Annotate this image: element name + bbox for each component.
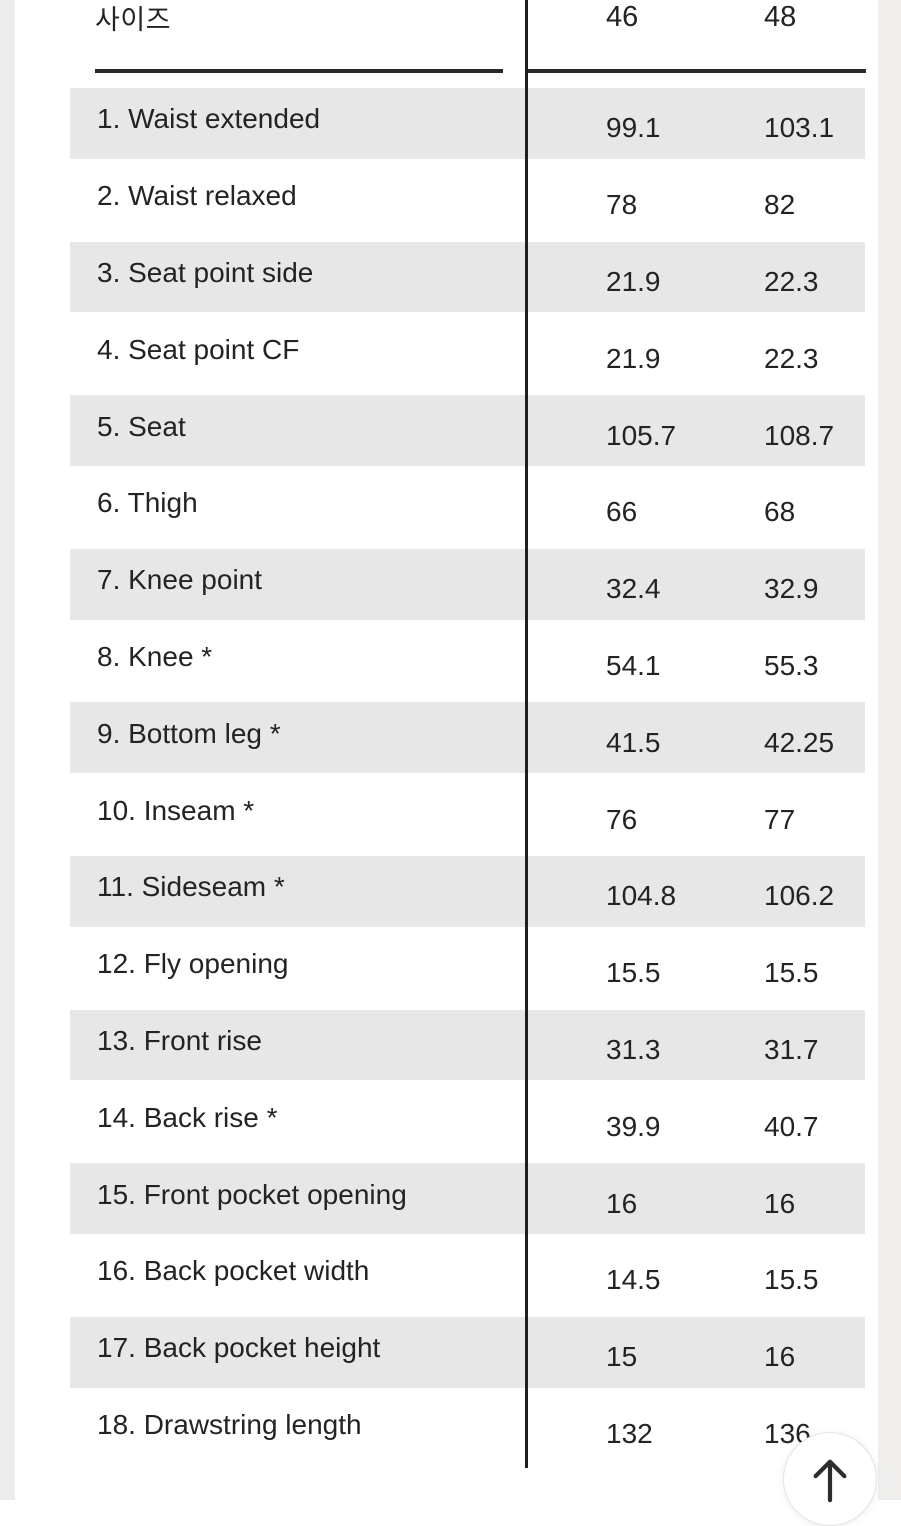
row-label: 13. Front rise — [97, 1024, 262, 1056]
row-value-size48: 103.1 — [764, 112, 835, 144]
row-value-size46: 31.3 — [606, 1033, 661, 1065]
table-row: 15. Front pocket opening 16 16 — [15, 1160, 878, 1237]
row-label: 16. Back pocket width — [97, 1255, 370, 1287]
row-value-size48: 77 — [764, 803, 796, 835]
table-row: 10. Inseam * 76 77 — [15, 776, 878, 853]
table-row: 11. Sideseam * 104.8 106.2 — [15, 853, 878, 930]
table-row: 2. Waist relaxed 78 82 — [15, 162, 878, 239]
row-label: 8. Knee * — [97, 640, 213, 672]
row-label: 11. Sideseam * — [97, 871, 285, 903]
table-row: 12. Fly opening 15.5 15.5 — [15, 930, 878, 1007]
table-row: 3. Seat point side 21.9 22.3 — [15, 239, 878, 316]
row-value-size46: 99.1 — [606, 112, 661, 144]
row-value-size48: 108.7 — [764, 419, 835, 451]
row-value-size46: 54.1 — [606, 649, 661, 681]
row-label: 7. Knee point — [97, 564, 263, 596]
row-label: 10. Inseam * — [97, 794, 255, 826]
row-label: 17. Back pocket height — [97, 1332, 381, 1364]
row-value-size48: 55.3 — [764, 649, 819, 681]
row-label: 1. Waist extended — [97, 103, 321, 135]
row-label: 5. Seat — [97, 410, 186, 442]
table-row: 13. Front rise 31.3 31.7 — [15, 1007, 878, 1084]
row-value-size48: 42.25 — [764, 726, 835, 758]
row-value-size48: 16 — [764, 1187, 796, 1219]
row-value-size48: 68 — [764, 496, 796, 528]
row-value-size48: 22.3 — [764, 265, 819, 297]
up-arrow-icon — [813, 1459, 847, 1503]
column-divider-line — [525, 0, 528, 1468]
row-value-size46: 132 — [606, 1417, 653, 1449]
row-label: 15. Front pocket opening — [97, 1178, 407, 1210]
row-value-size48: 40.7 — [764, 1110, 819, 1142]
row-value-size46: 76 — [606, 803, 638, 835]
scroll-to-top-button[interactable] — [783, 1432, 877, 1526]
row-label: 6. Thigh — [97, 487, 198, 519]
row-value-size46: 66 — [606, 496, 638, 528]
row-label: 9. Bottom leg * — [97, 717, 281, 749]
row-label: 12. Fly opening — [97, 948, 289, 980]
row-value-size46: 104.8 — [606, 880, 677, 912]
row-label: 2. Waist relaxed — [97, 180, 297, 212]
table-row: 16. Back pocket width 14.5 15.5 — [15, 1237, 878, 1314]
size-header-label: 사이즈 — [95, 5, 172, 35]
row-value-size46: 21.9 — [606, 342, 661, 374]
row-value-size46: 41.5 — [606, 726, 661, 758]
row-value-size48: 15.5 — [764, 1264, 819, 1296]
row-value-size46: 78 — [606, 189, 638, 221]
table-row: 7. Knee point 32.4 32.9 — [15, 546, 878, 623]
table-row: 8. Knee * 54.1 55.3 — [15, 623, 878, 700]
table-row: 18. Drawstring length 132 136 — [15, 1391, 878, 1468]
table-row: 5. Seat 105.7 108.7 — [15, 392, 878, 469]
header-rule-left — [95, 69, 503, 73]
right-edge-strip — [878, 0, 901, 1500]
size-table-body: 1. Waist extended 99.1 103.1 2. Waist re… — [15, 85, 878, 1467]
row-label: 18. Drawstring length — [97, 1408, 362, 1440]
row-value-size48: 16 — [764, 1341, 796, 1373]
column-header-48: 48 — [764, 1, 797, 33]
table-row: 9. Bottom leg * 41.5 42.25 — [15, 699, 878, 776]
row-value-size46: 14.5 — [606, 1264, 661, 1296]
row-value-size48: 106.2 — [764, 880, 835, 912]
table-row: 14. Back rise * 39.9 40.7 — [15, 1083, 878, 1160]
table-row: 1. Waist extended 99.1 103.1 — [15, 85, 878, 162]
header-rule-right — [527, 69, 866, 73]
column-header-46: 46 — [606, 1, 639, 33]
table-row: 17. Back pocket height 15 16 — [15, 1314, 878, 1391]
row-value-size46: 105.7 — [606, 419, 677, 451]
row-value-size48: 22.3 — [764, 342, 819, 374]
left-edge-strip — [0, 0, 15, 1500]
row-label: 3. Seat point side — [97, 256, 314, 288]
row-value-size46: 15 — [606, 1341, 638, 1373]
row-value-size48: 32.9 — [764, 573, 819, 605]
table-row: 6. Thigh 66 68 — [15, 469, 878, 546]
row-value-size48: 82 — [764, 189, 796, 221]
row-value-size46: 16 — [606, 1187, 638, 1219]
row-value-size46: 39.9 — [606, 1110, 661, 1142]
row-value-size48: 15.5 — [764, 957, 819, 989]
row-value-size48: 31.7 — [764, 1033, 819, 1065]
row-value-size46: 21.9 — [606, 265, 661, 297]
row-label: 14. Back rise * — [97, 1101, 278, 1133]
table-row: 4. Seat point CF 21.9 22.3 — [15, 315, 878, 392]
row-value-size46: 32.4 — [606, 573, 661, 605]
row-label: 4. Seat point CF — [97, 333, 300, 365]
row-value-size46: 15.5 — [606, 957, 661, 989]
